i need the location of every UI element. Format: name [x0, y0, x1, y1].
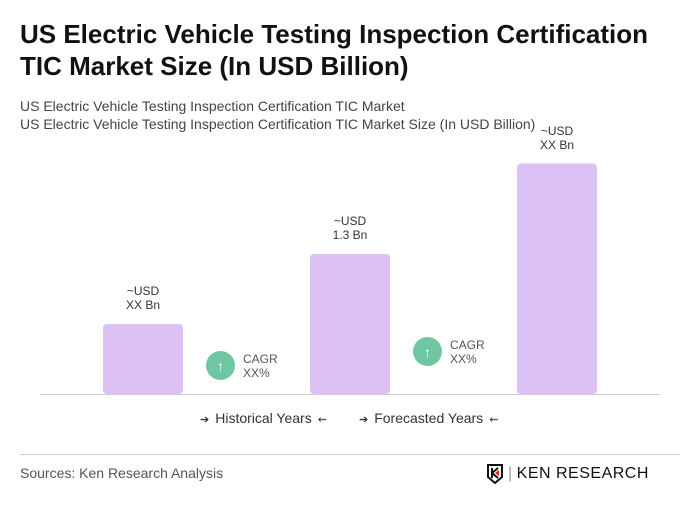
legend-label: Forecasted Years	[374, 410, 484, 426]
legend-historical: ➔ Historical Years ⇜	[194, 410, 333, 426]
arrow-right-icon: ➔	[359, 414, 369, 426]
divider	[20, 454, 680, 455]
cagr-value: XX%	[243, 365, 270, 380]
bar-3	[517, 163, 597, 394]
bar-1	[103, 323, 183, 394]
page-title: US Electric Vehicle Testing Inspection C…	[20, 19, 649, 81]
arrow-up-icon: ↑	[206, 351, 235, 380]
legend-forecasted: ➔ Forecasted Years ⇜	[353, 410, 504, 426]
arrow-left-icon: ⇜	[317, 414, 327, 426]
logo-mark-icon	[487, 464, 503, 484]
cagr-badge-1: ↑ CAGR XX%	[206, 351, 278, 380]
subtitle: US Electric Vehicle Testing Inspection C…	[20, 98, 405, 114]
ken-research-logo: | KEN RESEARCH	[486, 464, 649, 484]
data-label: ~USD XX Bn	[507, 124, 607, 152]
cagr-value: XX%	[450, 351, 477, 366]
bar-2	[310, 253, 390, 394]
arrow-right-icon: ➔	[200, 414, 210, 426]
cagr-badge-2: ↑ CAGR XX%	[413, 337, 485, 366]
data-label-line: ~USD	[126, 283, 160, 298]
legend-label: Historical Years	[215, 410, 312, 426]
data-label-line: XX Bn	[125, 297, 161, 312]
data-label-line: 1.3 Bn	[332, 227, 368, 242]
arrow-up-icon: ↑	[413, 337, 442, 366]
data-label-line: ~USD	[540, 123, 574, 138]
subtitle-2: US Electric Vehicle Testing Inspection C…	[20, 116, 536, 132]
cagr-label: CAGR	[450, 337, 485, 352]
arrow-left-icon: ⇜	[489, 414, 499, 426]
data-label-line: ~USD	[333, 213, 367, 228]
cagr-label: CAGR	[243, 351, 278, 366]
logo-text: KEN RESEARCH	[516, 465, 649, 482]
source-text: Sources: Ken Research Analysis	[20, 465, 224, 481]
data-label: ~USD XX Bn	[93, 284, 193, 312]
data-label-line: XX Bn	[539, 137, 575, 152]
data-label: ~USD 1.3 Bn	[300, 214, 400, 242]
